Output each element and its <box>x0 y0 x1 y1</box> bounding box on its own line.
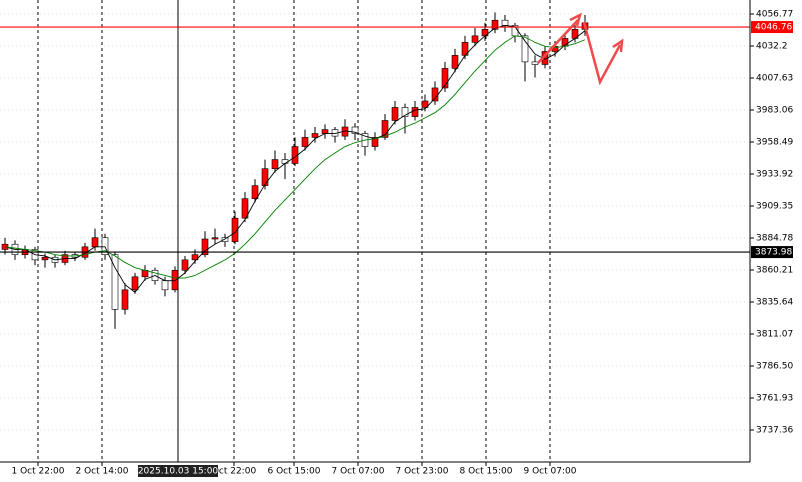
x-tick-label: 6 Oct 15:00 <box>268 467 321 477</box>
y-tick-label: 3761.93 <box>756 394 793 404</box>
x-tick-label: Oct 22:00 <box>212 467 257 477</box>
candle-body <box>171 269 179 291</box>
candle-body <box>131 276 139 291</box>
arrow <box>582 21 622 86</box>
candle-body <box>451 55 459 69</box>
y-tick-label: 3811.07 <box>756 330 793 340</box>
candle-body <box>261 168 269 186</box>
candle-body <box>321 129 329 134</box>
price-label-box <box>751 21 793 34</box>
x-tick-label: 7 Oct 07:00 <box>332 467 385 477</box>
forecast-arrows <box>537 12 624 86</box>
price-label: 3873.98 <box>755 248 792 258</box>
x-tick-label: 8 Oct 15:00 <box>460 467 513 477</box>
candle-body <box>431 87 439 102</box>
candle-body <box>351 126 359 134</box>
arrow-head <box>569 12 582 27</box>
candle-body <box>201 238 209 255</box>
moving-average <box>4 24 586 294</box>
y-tick-label: 4007.63 <box>756 74 793 84</box>
y-tick-label: 3835.64 <box>756 298 793 308</box>
candle-body <box>191 254 199 261</box>
candle-body <box>521 35 529 63</box>
price-label-box <box>751 246 793 259</box>
y-tick-label: 3909.35 <box>756 202 793 212</box>
x-tick-label: 1 Oct 22:00 <box>12 467 65 477</box>
candle-body <box>211 237 219 240</box>
candle-body <box>531 61 539 65</box>
candle-body <box>391 107 399 121</box>
y-tick-label: 3786.50 <box>756 362 793 372</box>
x-tick-label: 9 Oct 07:00 <box>524 467 577 477</box>
crosshair-label: 2025.10.03 15:00 <box>138 467 219 477</box>
candle-body <box>221 237 229 242</box>
candle-body <box>101 237 109 255</box>
candle-body <box>421 100 429 108</box>
candle-body <box>411 107 419 117</box>
x-tick-label: 2 Oct 14:00 <box>76 467 129 477</box>
candle-body <box>181 259 189 271</box>
y-tick-label: 3983.06 <box>756 106 793 116</box>
candle-body <box>111 254 119 310</box>
arrow <box>537 19 579 64</box>
y-tick-label: 3737.36 <box>756 426 793 436</box>
x-tick-label: 7 Oct 23:00 <box>396 467 449 477</box>
y-tick-label: 4056.77 <box>756 10 793 20</box>
candle-body <box>91 237 99 248</box>
y-tick-label: 3884.78 <box>756 234 793 244</box>
candle-body <box>161 280 169 291</box>
candle-body <box>311 133 319 138</box>
candle-body <box>481 29 489 37</box>
candle-body <box>41 256 49 261</box>
candle-body <box>471 35 479 43</box>
candle-body <box>401 107 409 117</box>
candle-body <box>271 159 279 169</box>
y-tick-label: 4032.2 <box>756 42 788 52</box>
candle-body <box>371 137 379 147</box>
candle-body <box>501 19 509 26</box>
candle-body <box>301 137 309 147</box>
crosshair-label-box <box>138 465 218 477</box>
y-tick-label: 3933.92 <box>756 170 793 180</box>
candle-body <box>231 217 239 242</box>
candle-body <box>241 198 249 219</box>
candle-body <box>251 185 259 199</box>
candle-body <box>381 120 389 138</box>
y-tick-label: 3860.21 <box>756 266 793 276</box>
arrow-head <box>612 38 624 53</box>
candle-body <box>441 68 449 89</box>
candle-body <box>121 289 129 310</box>
price-label: 4046.76 <box>755 23 792 33</box>
moving-average <box>4 35 586 279</box>
y-tick-label: 3958.49 <box>756 138 793 148</box>
candle-body <box>491 19 499 30</box>
candle-body <box>281 159 289 164</box>
plot-area <box>0 0 750 462</box>
